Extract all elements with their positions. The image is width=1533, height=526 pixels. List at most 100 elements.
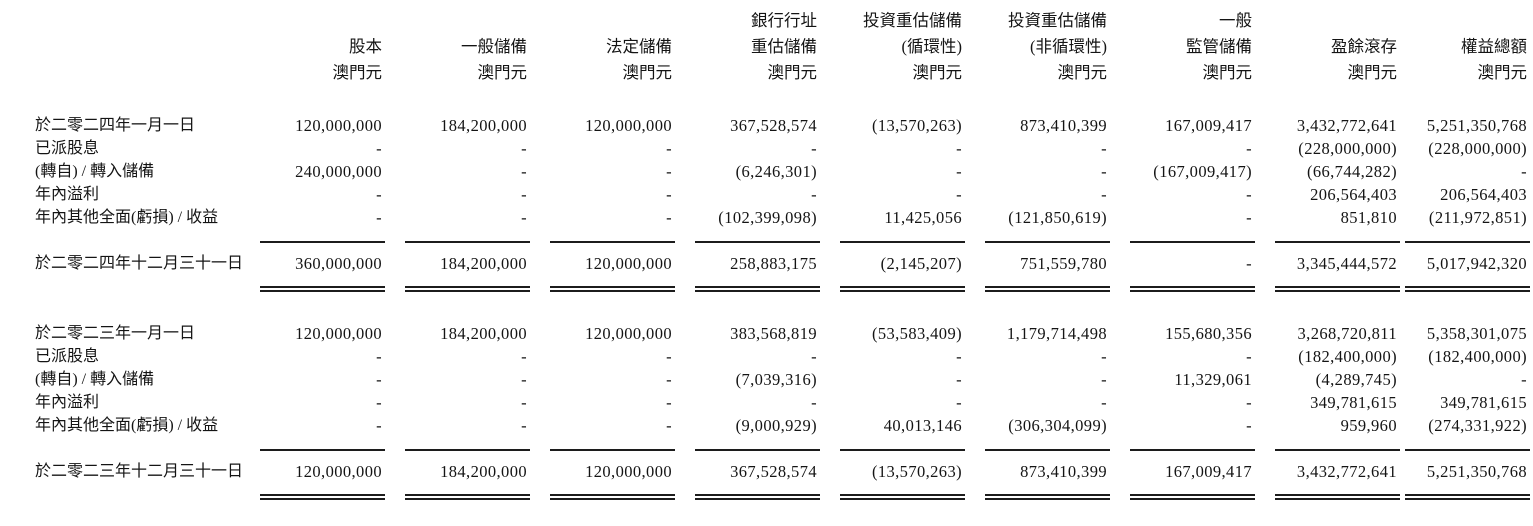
rule-cell: [385, 284, 530, 292]
spacer-cell: [35, 292, 1530, 322]
cell-value: -: [376, 139, 382, 158]
cell-value: 11,329,061: [1174, 370, 1252, 389]
cell-value: 5,251,350,768: [1426, 116, 1527, 135]
rule-cell: [1110, 229, 1255, 243]
cell-value: (9,000,929): [735, 416, 817, 435]
cell-value: (306,304,099): [1008, 416, 1107, 435]
column-header: 銀行行址: [751, 11, 817, 30]
row-label: 年內溢利: [35, 394, 100, 411]
cell-value: -: [1101, 393, 1107, 412]
cell-value: -: [666, 185, 672, 204]
single-rule: [1130, 449, 1255, 451]
cell-value: (53,583,409): [871, 324, 962, 343]
column-header: 澳門元: [1347, 63, 1398, 82]
cell-value: (228,000,000): [1428, 139, 1527, 158]
cell-value: -: [666, 162, 672, 181]
cell-value: -: [956, 370, 962, 389]
header-line: 股本 一般儲備 法定儲備 重估儲備 (循環性) (非循環性) 監管儲備 盈餘滾存 權益總額: [35, 34, 1530, 60]
cell-value: -: [376, 347, 382, 366]
rule-cell: [820, 492, 965, 500]
cell-value: -: [521, 208, 527, 227]
header-label-spacer: [35, 34, 260, 60]
cell-value: 155,680,356: [1165, 324, 1252, 343]
rule-spacer: [35, 492, 260, 500]
cell-value: -: [376, 185, 382, 204]
single-rule: [840, 241, 965, 243]
row-label: 年內其他全面(虧損) / 收益: [35, 417, 219, 434]
cell-value: 258,883,175: [730, 254, 817, 273]
rule-cell: [1400, 284, 1530, 292]
cell-value: -: [521, 370, 527, 389]
rule-cell: [1255, 229, 1400, 243]
single-rule: [550, 449, 675, 451]
cell-value: 167,009,417: [1165, 462, 1252, 481]
cell-value: -: [1101, 370, 1107, 389]
cell-value: 120,000,000: [585, 462, 672, 481]
column-header: 權益總額: [1461, 37, 1527, 56]
rule-spacer: [35, 229, 260, 243]
double-rule: [1275, 494, 1400, 500]
rule-cell: [1110, 492, 1255, 500]
row-label: 年內溢利: [35, 186, 100, 203]
cell-value: -: [1246, 208, 1252, 227]
rule-cell: [1400, 437, 1530, 451]
cell-value: -: [811, 393, 817, 412]
rule-spacer: [35, 284, 260, 292]
rule-cell: [820, 437, 965, 451]
double-rule: [985, 286, 1110, 292]
rule-cell: [530, 492, 675, 500]
rule-spacer: [35, 437, 260, 451]
cell-value: -: [811, 347, 817, 366]
cell-value: (274,331,922): [1428, 416, 1527, 435]
rule-cell: [820, 284, 965, 292]
cell-value: -: [811, 185, 817, 204]
cell-value: 184,200,000: [440, 324, 527, 343]
cell-value: 184,200,000: [440, 116, 527, 135]
double-rule: [550, 494, 675, 500]
cell-value: (228,000,000): [1298, 139, 1397, 158]
cell-value: -: [376, 416, 382, 435]
single-rule-row: [35, 229, 1530, 243]
column-header: 澳門元: [332, 63, 383, 82]
rule-cell: [1255, 492, 1400, 500]
cell-value: 167,009,417: [1165, 116, 1252, 135]
single-rule: [260, 449, 385, 451]
single-rule: [695, 449, 820, 451]
cell-value: -: [521, 416, 527, 435]
rule-cell: [1110, 284, 1255, 292]
rule-cell: [260, 284, 385, 292]
column-header: 澳門元: [912, 63, 963, 82]
cell-value: -: [666, 370, 672, 389]
cell-value: 349,781,615: [1310, 393, 1397, 412]
cell-value: 240,000,000: [295, 162, 382, 181]
column-header: (非循環性): [1030, 37, 1107, 56]
column-header: 盈餘滾存: [1331, 37, 1397, 56]
cell-value: 120,000,000: [295, 324, 382, 343]
cell-value: 120,000,000: [585, 116, 672, 135]
double-rule: [840, 494, 965, 500]
double-rule: [840, 286, 965, 292]
single-rule: [1275, 241, 1400, 243]
double-rule: [695, 494, 820, 500]
rule-cell: [530, 284, 675, 292]
cell-value: (4,289,745): [1315, 370, 1397, 389]
spacer-row: [35, 86, 1530, 114]
cell-value: (7,039,316): [735, 370, 817, 389]
header-line: 澳門元 澳門元 澳門元 澳門元 澳門元 澳門元 澳門元 澳門元 澳門元: [35, 60, 1530, 86]
cell-value: -: [521, 162, 527, 181]
table-body: 於二零二四年一月一日 120,000,000 184,200,000 120,000,…: [35, 86, 1530, 500]
single-rule: [550, 241, 675, 243]
double-rule: [695, 286, 820, 292]
rule-cell: [260, 437, 385, 451]
cell-value: (13,570,263): [871, 116, 962, 135]
data-row: 已派股息 - - - - - - - (182,400,000) (182,400,000): [35, 345, 1530, 368]
rule-cell: [675, 284, 820, 292]
row-label: (轉自) / 轉入儲備: [35, 163, 155, 180]
equity-statement-page: 銀行行址 投資重估儲備 投資重估儲備 一般 股本 一般儲備 法定儲備 重估儲備 (循環性) (非循…: [35, 4, 1530, 500]
data-row: 於二零二四年一月一日 120,000,000 184,200,000 120,000,…: [35, 114, 1530, 137]
cell-value: (2,145,207): [880, 254, 962, 273]
column-header: [385, 4, 530, 34]
cell-value: (13,570,263): [871, 462, 962, 481]
cell-value: -: [956, 162, 962, 181]
cell-value: -: [811, 139, 817, 158]
